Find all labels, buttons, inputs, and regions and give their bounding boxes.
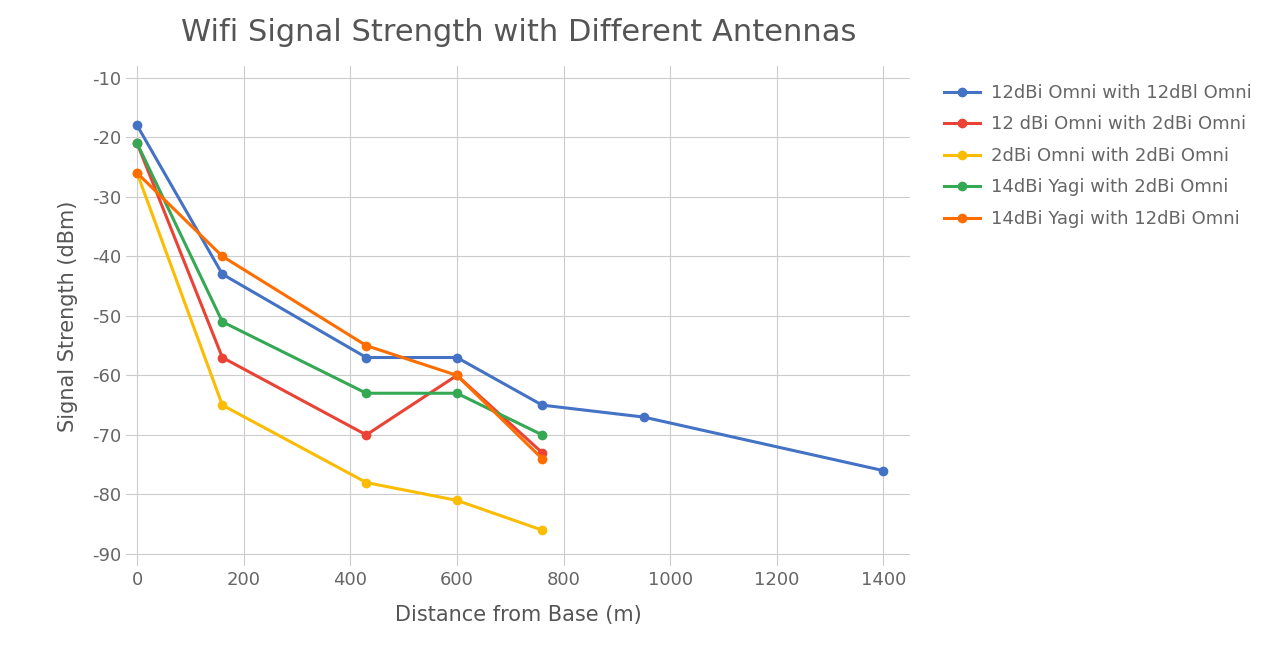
Line: 2dBi Omni with 2dBi Omni: 2dBi Omni with 2dBi Omni xyxy=(133,169,546,534)
12dBi Omni with 12dBl Omni xyxy=(876,467,891,474)
12 dBi Omni with 2dBi Omni xyxy=(215,353,230,361)
14dBi Yagi with 12dBi Omni xyxy=(359,342,374,349)
14dBi Yagi with 12dBi Omni xyxy=(535,455,550,463)
Title: Wifi Signal Strength with Different Antennas: Wifi Signal Strength with Different Ante… xyxy=(181,18,856,47)
12dBi Omni with 12dBl Omni xyxy=(636,413,651,421)
14dBi Yagi with 12dBi Omni xyxy=(129,169,144,177)
12dBi Omni with 12dBl Omni xyxy=(129,121,144,129)
12dBi Omni with 12dBl Omni xyxy=(535,401,550,409)
14dBi Yagi with 2dBi Omni xyxy=(129,139,144,147)
X-axis label: Distance from Base (m): Distance from Base (m) xyxy=(394,605,642,625)
14dBi Yagi with 12dBi Omni xyxy=(215,253,230,261)
12 dBi Omni with 2dBi Omni xyxy=(535,449,550,457)
14dBi Yagi with 2dBi Omni xyxy=(449,390,464,397)
12 dBi Omni with 2dBi Omni xyxy=(449,371,464,379)
Legend: 12dBi Omni with 12dBl Omni, 12 dBi Omni with 2dBi Omni, 2dBi Omni with 2dBi Omni: 12dBi Omni with 12dBl Omni, 12 dBi Omni … xyxy=(935,75,1260,237)
Line: 12dBi Omni with 12dBl Omni: 12dBi Omni with 12dBl Omni xyxy=(133,121,887,475)
Line: 14dBi Yagi with 12dBi Omni: 14dBi Yagi with 12dBi Omni xyxy=(133,169,546,463)
Line: 14dBi Yagi with 2dBi Omni: 14dBi Yagi with 2dBi Omni xyxy=(133,139,546,439)
14dBi Yagi with 12dBi Omni xyxy=(449,371,464,379)
2dBi Omni with 2dBi Omni xyxy=(215,401,230,409)
2dBi Omni with 2dBi Omni xyxy=(359,478,374,486)
2dBi Omni with 2dBi Omni xyxy=(129,169,144,177)
Line: 12 dBi Omni with 2dBi Omni: 12 dBi Omni with 2dBi Omni xyxy=(133,139,546,457)
2dBi Omni with 2dBi Omni xyxy=(449,496,464,504)
12dBi Omni with 12dBl Omni xyxy=(359,353,374,361)
14dBi Yagi with 2dBi Omni xyxy=(359,390,374,397)
12 dBi Omni with 2dBi Omni xyxy=(359,431,374,439)
12 dBi Omni with 2dBi Omni xyxy=(129,139,144,147)
12dBi Omni with 12dBl Omni xyxy=(449,353,464,361)
Y-axis label: Signal Strength (dBm): Signal Strength (dBm) xyxy=(58,200,78,432)
12dBi Omni with 12dBl Omni xyxy=(215,270,230,278)
14dBi Yagi with 2dBi Omni xyxy=(215,318,230,326)
14dBi Yagi with 2dBi Omni xyxy=(535,431,550,439)
2dBi Omni with 2dBi Omni xyxy=(535,526,550,534)
